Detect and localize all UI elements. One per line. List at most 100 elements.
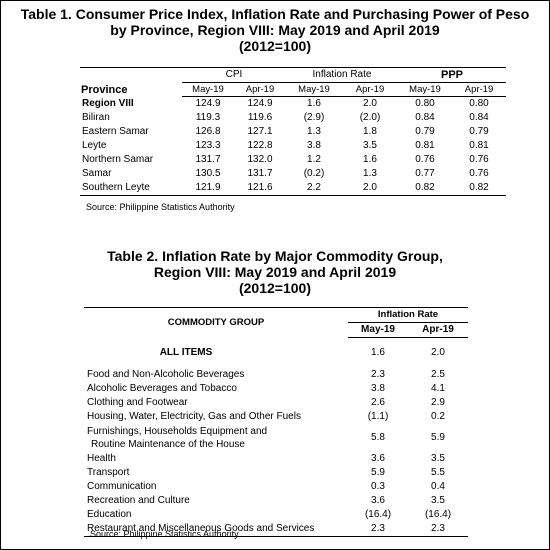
inflation-apr: 3.5 bbox=[431, 494, 445, 506]
cpi-apr: 119.6 bbox=[247, 112, 273, 123]
inflation-may: 1.6 bbox=[371, 346, 385, 358]
commodity-name: Housing, Water, Electricity, Gas and Oth… bbox=[87, 410, 301, 422]
cpi-apr: 132.0 bbox=[247, 154, 273, 165]
commodity-name-line2: Routine Maintenance of the House bbox=[91, 438, 245, 450]
table-row: Food and Non-Alcoholic Beverages 2.3 2.5 bbox=[84, 368, 468, 382]
cpi-may: 124.9 bbox=[195, 98, 221, 109]
table1-period: May-19 bbox=[286, 82, 342, 97]
cpi-apr: 122.8 bbox=[247, 140, 273, 151]
table-row: Restaurant and Miscellaneous Goods and S… bbox=[84, 521, 468, 537]
ppp-apr: 0.84 bbox=[469, 112, 489, 123]
table-row: Health 3.6 3.5 bbox=[84, 452, 468, 466]
table1-period: May-19 bbox=[182, 82, 234, 97]
cpi-apr: 124.9 bbox=[247, 98, 273, 109]
ppp-apr: 0.79 bbox=[469, 126, 489, 137]
province-name: Leyte bbox=[82, 140, 107, 151]
table-row: Region VIII 124.9 124.9 1.6 2.0 0.80 0.8… bbox=[80, 97, 506, 112]
table1-period: May-19 bbox=[398, 82, 452, 97]
table2-period: May-19 bbox=[348, 322, 408, 338]
table2-source: Source: Philippine Statistics Authority bbox=[90, 529, 239, 539]
table1-cpi-by-province: Province CPI Inflation Rate PPP May-19 A… bbox=[80, 67, 506, 196]
ppp-may: 0.79 bbox=[415, 126, 435, 137]
ppp-apr: 0.76 bbox=[469, 168, 489, 179]
cpi-may: 130.5 bbox=[195, 168, 221, 179]
ppp-apr: 0.76 bbox=[469, 154, 489, 165]
table1-title: Table 1. Consumer Price Index, Inflation… bbox=[0, 6, 550, 54]
ppp-may: 0.81 bbox=[415, 140, 435, 151]
table-row: Samar 130.5 131.7 (0.2) 1.3 0.77 0.76 bbox=[80, 167, 506, 181]
table-row: Eastern Samar 126.8 127.1 1.3 1.8 0.79 0… bbox=[80, 125, 506, 139]
table1-header-cpi: CPI bbox=[182, 67, 286, 83]
commodity-name: Clothing and Footwear bbox=[87, 396, 188, 408]
ppp-apr: 0.81 bbox=[469, 140, 489, 151]
table-row: Recreation and Culture 3.6 3.5 bbox=[84, 494, 468, 508]
inflation-apr: (16.4) bbox=[424, 508, 452, 520]
inflation-apr: 3.5 bbox=[431, 452, 445, 464]
table-row: Education (16.4) (16.4) bbox=[84, 508, 468, 522]
inflation-apr: 2.5 bbox=[431, 368, 445, 380]
inflation-may: 2.3 bbox=[348, 521, 408, 537]
inflation-may: 2.3 bbox=[371, 368, 385, 380]
inflation-apr: 1.6 bbox=[363, 154, 377, 165]
inflation-may: 1.2 bbox=[307, 154, 321, 165]
inflation-may: (0.2) bbox=[303, 168, 325, 179]
inflation-may: (16.4) bbox=[364, 508, 392, 520]
table1-header-inflation: Inflation Rate bbox=[286, 67, 398, 83]
table-row: Communication 0.3 0.4 bbox=[84, 480, 468, 494]
table2-header-commodity-group: COMMODITY GROUP bbox=[84, 307, 348, 338]
inflation-may: 3.8 bbox=[307, 140, 321, 151]
cpi-may: 123.3 bbox=[195, 140, 221, 151]
table-row: Biliran 119.3 119.6 (2.9) (2.0) 0.84 0.8… bbox=[80, 111, 506, 125]
table-row-all-items: ALL ITEMS 1.6 2.0 bbox=[84, 346, 468, 360]
table1-period: Apr-19 bbox=[452, 82, 506, 97]
commodity-name: Alcoholic Beverages and Tobacco bbox=[87, 382, 237, 394]
inflation-may: 1.3 bbox=[307, 126, 321, 137]
inflation-apr: 2.0 bbox=[431, 346, 445, 358]
table2-header-inflation: Inflation Rate bbox=[348, 307, 468, 323]
ppp-may: 0.84 bbox=[415, 112, 435, 123]
table1-title-line2: by Province, Region VIII: May 2019 and A… bbox=[110, 22, 440, 38]
commodity-name: Recreation and Culture bbox=[87, 494, 190, 506]
inflation-may: (2.9) bbox=[303, 112, 325, 123]
cpi-may: 131.7 bbox=[195, 154, 221, 165]
inflation-may: 2.2 bbox=[286, 181, 342, 196]
table-row: Southern Leyte 121.9 121.6 2.2 2.0 0.82 … bbox=[80, 181, 506, 196]
cpi-apr: 127.1 bbox=[247, 126, 273, 137]
table2-title-line1: Table 2. Inflation Rate by Major Commodi… bbox=[107, 248, 443, 264]
table1-period: Apr-19 bbox=[342, 82, 398, 97]
inflation-apr: 5.9 bbox=[431, 432, 445, 443]
table2-title: Table 2. Inflation Rate by Major Commodi… bbox=[0, 248, 550, 296]
commodity-name: Education bbox=[87, 508, 132, 520]
inflation-may: (1.1) bbox=[367, 410, 389, 422]
inflation-may: 5.9 bbox=[371, 466, 385, 478]
cpi-may: 121.9 bbox=[182, 181, 234, 196]
table2-period: Apr-19 bbox=[408, 322, 468, 338]
inflation-apr: 0.2 bbox=[431, 410, 445, 422]
table-row: Clothing and Footwear 2.6 2.9 bbox=[84, 396, 468, 410]
inflation-may: 2.6 bbox=[371, 396, 385, 408]
table1-source: Source: Philippine Statistics Authority bbox=[86, 202, 235, 212]
commodity-name: Health bbox=[87, 452, 116, 464]
inflation-apr: 5.5 bbox=[431, 466, 445, 478]
inflation-may: 5.8 bbox=[371, 432, 385, 443]
all-items-label: ALL ITEMS bbox=[159, 346, 213, 358]
province-name: Southern Leyte bbox=[80, 181, 182, 196]
inflation-apr: 4.1 bbox=[431, 382, 445, 394]
table-row: Northern Samar 131.7 132.0 1.2 1.6 0.76 … bbox=[80, 153, 506, 167]
inflation-apr: 2.0 bbox=[363, 98, 377, 109]
province-name: Biliran bbox=[82, 112, 110, 123]
table-row: Housing, Water, Electricity, Gas and Oth… bbox=[84, 410, 468, 424]
cpi-may: 126.8 bbox=[195, 126, 221, 137]
ppp-apr: 0.80 bbox=[469, 98, 489, 109]
commodity-name: Furnishings, Households Equipment and Ro… bbox=[84, 424, 348, 452]
ppp-may: 0.76 bbox=[415, 154, 435, 165]
inflation-apr: 1.8 bbox=[363, 126, 377, 137]
commodity-name: Restaurant and Miscellaneous Goods and S… bbox=[84, 521, 348, 537]
province-name: Eastern Samar bbox=[82, 126, 149, 137]
table2-inflation-by-commodity: COMMODITY GROUP Inflation Rate May-19 Ap… bbox=[84, 307, 468, 537]
commodity-name-line1: Furnishings, Households Equipment and bbox=[87, 425, 268, 437]
inflation-apr: 3.5 bbox=[363, 140, 377, 151]
inflation-apr: 2.3 bbox=[408, 521, 468, 537]
inflation-may: 3.6 bbox=[371, 452, 385, 464]
commodity-name: Transport bbox=[87, 466, 130, 478]
